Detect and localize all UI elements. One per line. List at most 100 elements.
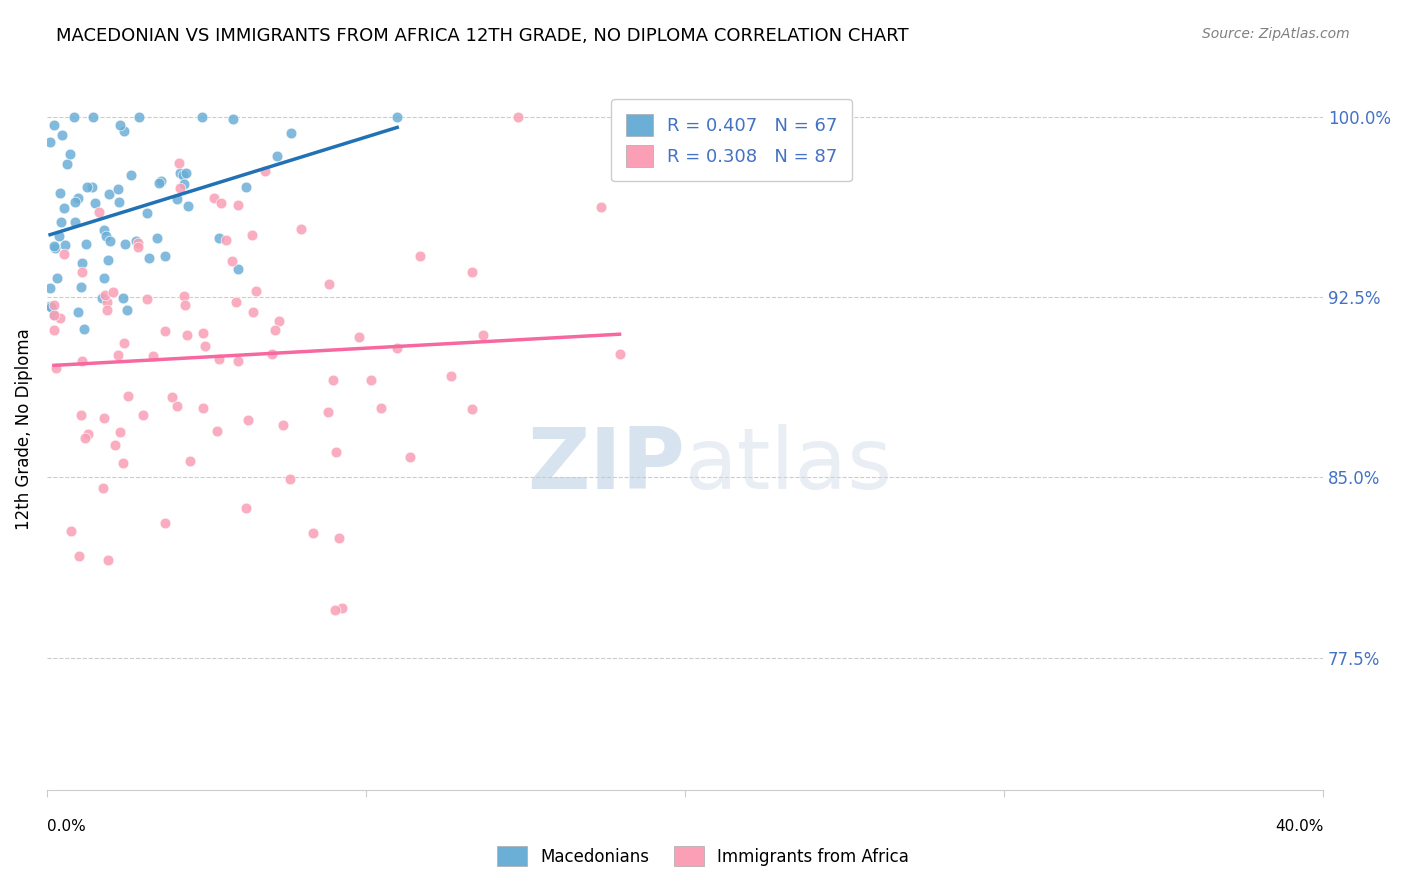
Point [59, 524, 82, 538]
Point [114, 237, 136, 252]
Point [93, 222, 115, 236]
Point [112, 336, 135, 351]
Point [49, 310, 72, 325]
Point [589, 200, 612, 214]
Point [262, 346, 284, 360]
Point [127, 236, 149, 251]
Point [162, 390, 184, 404]
Point [173, 298, 195, 312]
Point [44, 118, 66, 132]
Point [53, 201, 76, 215]
Point [66, 191, 89, 205]
Point [166, 399, 188, 413]
Y-axis label: 12th Grade, No Diploma: 12th Grade, No Diploma [15, 328, 32, 530]
Point [94, 288, 117, 302]
Text: atlas: atlas [685, 424, 893, 507]
Point [439, 369, 461, 384]
Point [253, 164, 276, 178]
Point [93, 270, 115, 285]
Point [191, 326, 214, 341]
Point [208, 351, 231, 366]
Point [318, 405, 340, 419]
Point [94, 229, 117, 244]
Point [91, 291, 114, 305]
Point [73, 431, 96, 445]
Point [176, 166, 198, 180]
Point [70, 256, 93, 270]
Point [409, 249, 432, 263]
Point [173, 177, 195, 191]
Point [226, 353, 249, 368]
Point [191, 401, 214, 415]
Point [65, 215, 87, 229]
Point [42, 238, 65, 252]
Point [328, 531, 350, 545]
Legend: Macedonians, Immigrants from Africa: Macedonians, Immigrants from Africa [488, 838, 918, 875]
Point [75, 237, 97, 252]
Point [460, 402, 482, 417]
Point [115, 302, 138, 317]
Point [263, 323, 285, 337]
Point [238, 412, 260, 426]
Point [221, 253, 243, 268]
Point [235, 180, 257, 194]
Point [44, 308, 66, 322]
Text: MACEDONIAN VS IMMIGRANTS FROM AFRICA 12TH GRADE, NO DIPLOMA CORRELATION CHART: MACEDONIAN VS IMMIGRANTS FROM AFRICA 12T… [56, 27, 908, 45]
Point [191, 110, 214, 124]
Point [51, 215, 73, 229]
Point [472, 328, 495, 343]
Point [107, 348, 129, 362]
Point [330, 600, 353, 615]
Point [226, 261, 249, 276]
Point [42, 308, 65, 322]
Point [172, 169, 194, 183]
Point [322, 373, 344, 387]
Point [91, 481, 114, 495]
Point [370, 401, 392, 415]
Point [138, 251, 160, 265]
Point [39, 300, 62, 314]
Point [225, 295, 247, 310]
Point [73, 322, 96, 336]
Point [63, 195, 86, 210]
Point [101, 285, 124, 299]
Point [107, 182, 129, 196]
Point [82, 180, 104, 194]
Point [153, 324, 176, 338]
Point [51, 128, 73, 143]
Point [120, 168, 142, 182]
Point [117, 389, 139, 403]
Text: 0.0%: 0.0% [46, 819, 86, 834]
Point [399, 450, 422, 465]
Point [98, 235, 121, 249]
Point [222, 112, 245, 126]
Point [290, 222, 312, 236]
Point [77, 427, 100, 442]
Point [325, 445, 347, 459]
Point [245, 284, 267, 298]
Point [69, 549, 91, 564]
Point [167, 155, 190, 169]
Point [127, 240, 149, 254]
Point [461, 265, 484, 279]
Point [125, 234, 148, 248]
Point [70, 279, 93, 293]
Point [240, 227, 263, 242]
Point [98, 186, 121, 201]
Point [148, 176, 170, 190]
Point [271, 417, 294, 432]
Point [45, 361, 67, 376]
Point [146, 231, 169, 245]
Point [44, 241, 66, 255]
Point [53, 238, 76, 252]
Point [142, 349, 165, 363]
Point [242, 305, 264, 319]
Point [318, 277, 340, 292]
Point [108, 118, 131, 132]
Point [63, 110, 86, 124]
Legend: R = 0.407   N = 67, R = 0.308   N = 87: R = 0.407 N = 67, R = 0.308 N = 87 [612, 99, 852, 181]
Point [153, 249, 176, 263]
Point [132, 408, 155, 422]
Point [112, 123, 135, 137]
Point [302, 526, 325, 541]
